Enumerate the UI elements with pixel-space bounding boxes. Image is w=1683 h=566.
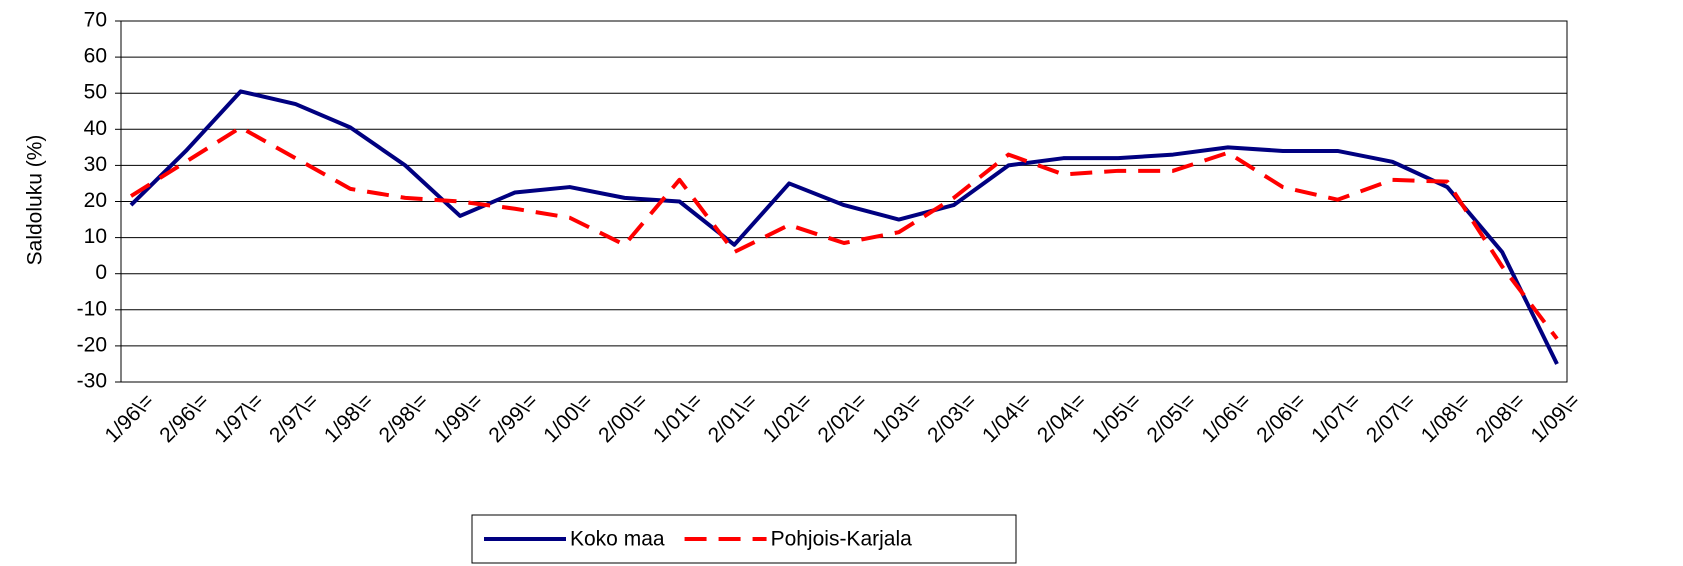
x-tick-label: 2/00\= — [594, 389, 652, 447]
y-tick-label: -30 — [77, 370, 107, 393]
x-tick-label: 2/96\= — [155, 389, 213, 447]
y-tick-label: 70 — [84, 9, 107, 32]
x-tick-label: 2/08\= — [1472, 389, 1530, 447]
x-tick-label: 1/04\= — [978, 389, 1036, 447]
x-tick-label: 1/06\= — [1197, 389, 1255, 447]
x-tick-label: 1/02\= — [759, 389, 817, 447]
x-tick-label: 2/07\= — [1362, 389, 1420, 447]
y-tick-label: 40 — [84, 117, 107, 140]
x-tick-label: 1/00\= — [539, 389, 597, 447]
x-tick-label: 2/05\= — [1143, 389, 1201, 447]
series-line — [129, 125, 1559, 340]
x-tick-label: 1/08\= — [1417, 389, 1475, 447]
x-tick-label: 2/01\= — [704, 389, 762, 447]
x-tick-label: 2/97\= — [265, 389, 323, 447]
x-tick-label: 2/06\= — [1252, 389, 1310, 447]
y-tick-label: 0 — [95, 261, 107, 284]
y-tick-label: -10 — [77, 297, 107, 320]
y-tick-label: 10 — [84, 225, 107, 248]
y-tick-label: 20 — [84, 189, 107, 212]
x-tick-label: 1/07\= — [1307, 389, 1365, 447]
x-tick-label: 1/97\= — [210, 389, 268, 447]
x-tick-label: 2/03\= — [923, 389, 981, 447]
x-tick-label: 1/99\= — [430, 389, 488, 447]
y-tick-label: 30 — [84, 153, 107, 176]
x-tick-label: 1/01\= — [649, 389, 707, 447]
x-tick-label: 1/09\= — [1526, 389, 1584, 447]
x-tick-label: 2/99\= — [484, 389, 542, 447]
x-tick-label: 1/03\= — [868, 389, 926, 447]
x-tick-label: 2/04\= — [1033, 389, 1091, 447]
x-tick-label: 1/98\= — [320, 389, 378, 447]
x-tick-label: 1/96\= — [100, 389, 158, 447]
legend-label: Pohjois-Karjala — [771, 528, 913, 551]
x-tick-label: 1/05\= — [1088, 389, 1146, 447]
y-tick-label: 60 — [84, 45, 107, 68]
x-tick-label: 2/02\= — [813, 389, 871, 447]
y-tick-label: -20 — [77, 333, 107, 356]
series-line — [129, 89, 1559, 365]
y-axis-title: Saldoluku (%) — [24, 135, 47, 266]
x-tick-label: 2/98\= — [375, 389, 433, 447]
y-tick-label: 50 — [84, 81, 107, 104]
legend-label: Koko maa — [570, 528, 665, 551]
